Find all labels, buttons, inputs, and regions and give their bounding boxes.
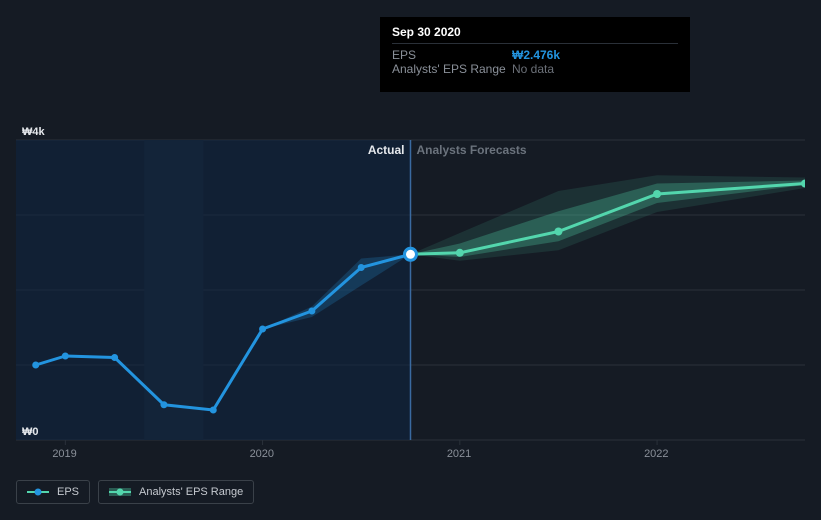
- y-axis-label: ₩4k: [22, 126, 45, 138]
- tooltip-row-value: ₩2.476k: [512, 48, 560, 62]
- legend-label: Analysts' EPS Range: [139, 486, 243, 498]
- hover-tooltip: Sep 30 2020 EPS ₩2.476k Analysts' EPS Ra…: [380, 17, 690, 92]
- tooltip-date: Sep 30 2020: [392, 25, 678, 39]
- tooltip-row-key: Analysts' EPS Range: [392, 62, 512, 76]
- zone-label-forecast: Analysts Forecasts: [417, 143, 527, 157]
- legend-item-range[interactable]: Analysts' EPS Range: [98, 480, 254, 504]
- legend-label: EPS: [57, 486, 79, 498]
- x-axis-label: 2022: [644, 448, 668, 460]
- tooltip-row-key: EPS: [392, 48, 512, 62]
- x-axis-label: 2020: [250, 448, 274, 460]
- tooltip-row-value: No data: [512, 62, 554, 76]
- x-axis-label: 2021: [447, 448, 471, 460]
- legend-swatch-icon: [109, 487, 131, 497]
- y-axis-label: ₩0: [22, 426, 39, 438]
- zone-label-actual: Actual: [368, 143, 405, 157]
- legend-swatch-icon: [27, 487, 49, 497]
- legend-item-eps[interactable]: EPS: [16, 480, 90, 504]
- legend: EPS Analysts' EPS Range: [16, 480, 254, 504]
- x-axis-label: 2019: [52, 448, 76, 460]
